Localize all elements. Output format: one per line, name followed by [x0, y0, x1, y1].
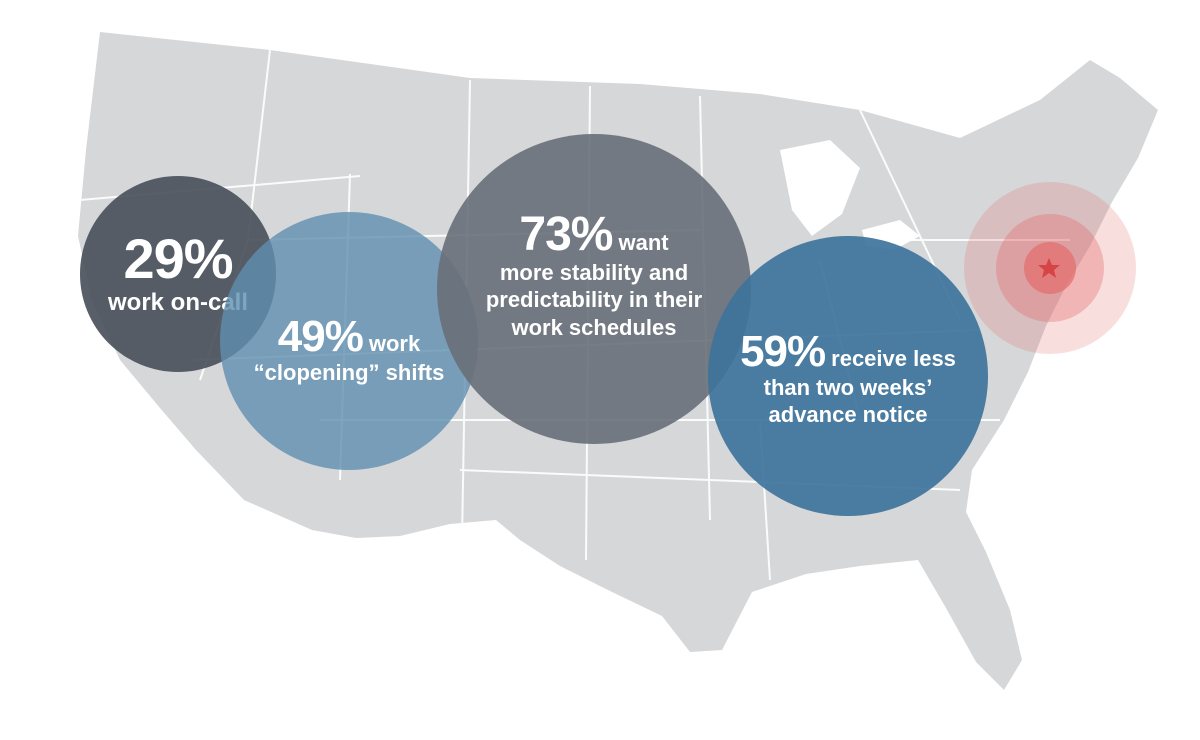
clopening-label-2: “clopening” shifts — [253, 360, 445, 386]
stability-label-3: predictability in their — [485, 287, 703, 313]
stability-label-4: work schedules — [511, 314, 677, 340]
clopening-percent: 49% — [277, 312, 364, 362]
stability-label-2: more stability and — [499, 259, 689, 285]
star-icon — [1038, 258, 1060, 278]
notice-label-3: advance notice — [768, 402, 928, 427]
on-call-percent: 29% — [123, 227, 233, 290]
stability-label-1: want — [618, 229, 669, 255]
stability-percent: 73% — [519, 207, 613, 261]
stat-circle-clopening: 49% work “clopening” shifts — [220, 212, 478, 470]
target-marker — [964, 182, 1136, 354]
notice-label-1: receive less — [831, 345, 956, 371]
notice-percent: 59% — [740, 326, 826, 376]
great-lakes — [780, 140, 920, 250]
stat-circle-stability: 73% want more stability and predictabili… — [437, 134, 751, 444]
clopening-label-1: work — [368, 331, 421, 357]
stat-circle-notice: 59% receive less than two weeks’ advance… — [708, 236, 988, 516]
notice-label-2: than two weeks’ — [763, 374, 933, 400]
